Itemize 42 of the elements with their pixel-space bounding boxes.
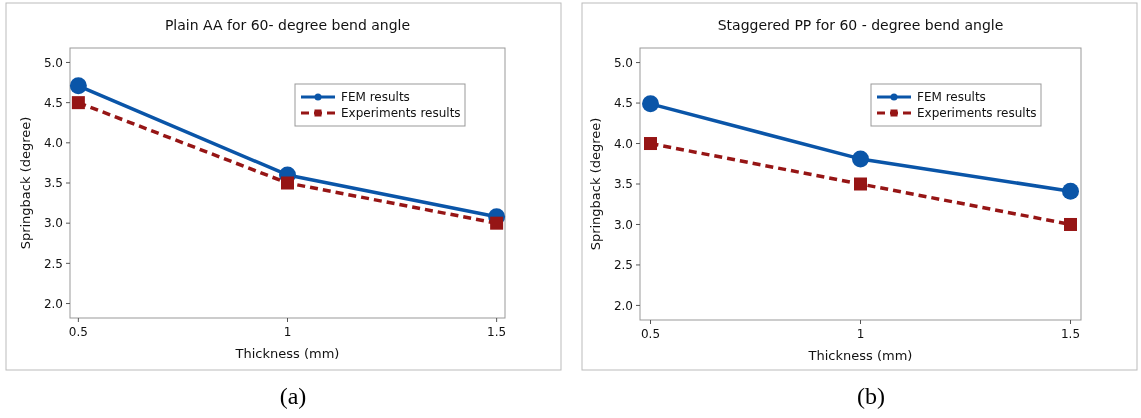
legend-label: Experiments results	[917, 106, 1037, 121]
y-tick-label: 2.0	[43, 296, 63, 311]
x-axis-title: Thickness (mm)	[807, 348, 913, 363]
y-tick-label: 4.5	[613, 96, 633, 111]
point	[644, 137, 657, 151]
y-tick-label: 2.5	[613, 258, 633, 273]
y-tick-label: 3.5	[613, 177, 633, 192]
legend-label: FEM results	[341, 90, 410, 105]
point	[71, 96, 85, 110]
x-tick-label: 1	[856, 327, 865, 341]
point	[281, 176, 294, 190]
legend-label: Experiments results	[341, 106, 461, 121]
y-tick-label: 3.0	[43, 216, 63, 231]
x-tick-label: 0.5	[68, 325, 88, 339]
y-tick-label: 2.5	[43, 256, 63, 271]
point	[852, 150, 869, 168]
chart-title: Plain AA for 60- degree bend angle	[164, 17, 411, 33]
y-tick-label: 4.0	[613, 136, 633, 151]
y-tick-label: 4.5	[43, 95, 63, 110]
text: (b)	[857, 383, 885, 409]
point	[1062, 182, 1079, 200]
y-tick-label: 5.0	[613, 55, 633, 70]
text: (a)	[279, 383, 307, 409]
y-tick-label: 5.0	[43, 55, 63, 70]
x-tick-label: 1.5	[1060, 327, 1081, 341]
point	[854, 177, 867, 191]
y-axis-title: Springback (degree)	[18, 116, 33, 250]
point	[642, 95, 659, 113]
y-tick-label: 4.0	[43, 136, 63, 151]
x-tick-label: 1.5	[487, 325, 507, 339]
point	[490, 216, 504, 230]
point	[69, 77, 87, 95]
chart-title: Staggered PP for 60 - degree bend angle	[717, 17, 1004, 33]
y-axis-title: Springback (degree)	[588, 117, 603, 251]
y-tick-label: 2.0	[613, 298, 633, 313]
x-tick-label: 0.5	[640, 327, 661, 341]
legend-label: FEM results	[917, 90, 986, 105]
y-tick-label: 3.5	[43, 176, 63, 191]
point	[1064, 217, 1077, 231]
x-axis-title: Thickness (mm)	[234, 346, 340, 361]
x-tick-label: 1	[283, 325, 292, 339]
y-tick-label: 3.0	[613, 217, 633, 232]
